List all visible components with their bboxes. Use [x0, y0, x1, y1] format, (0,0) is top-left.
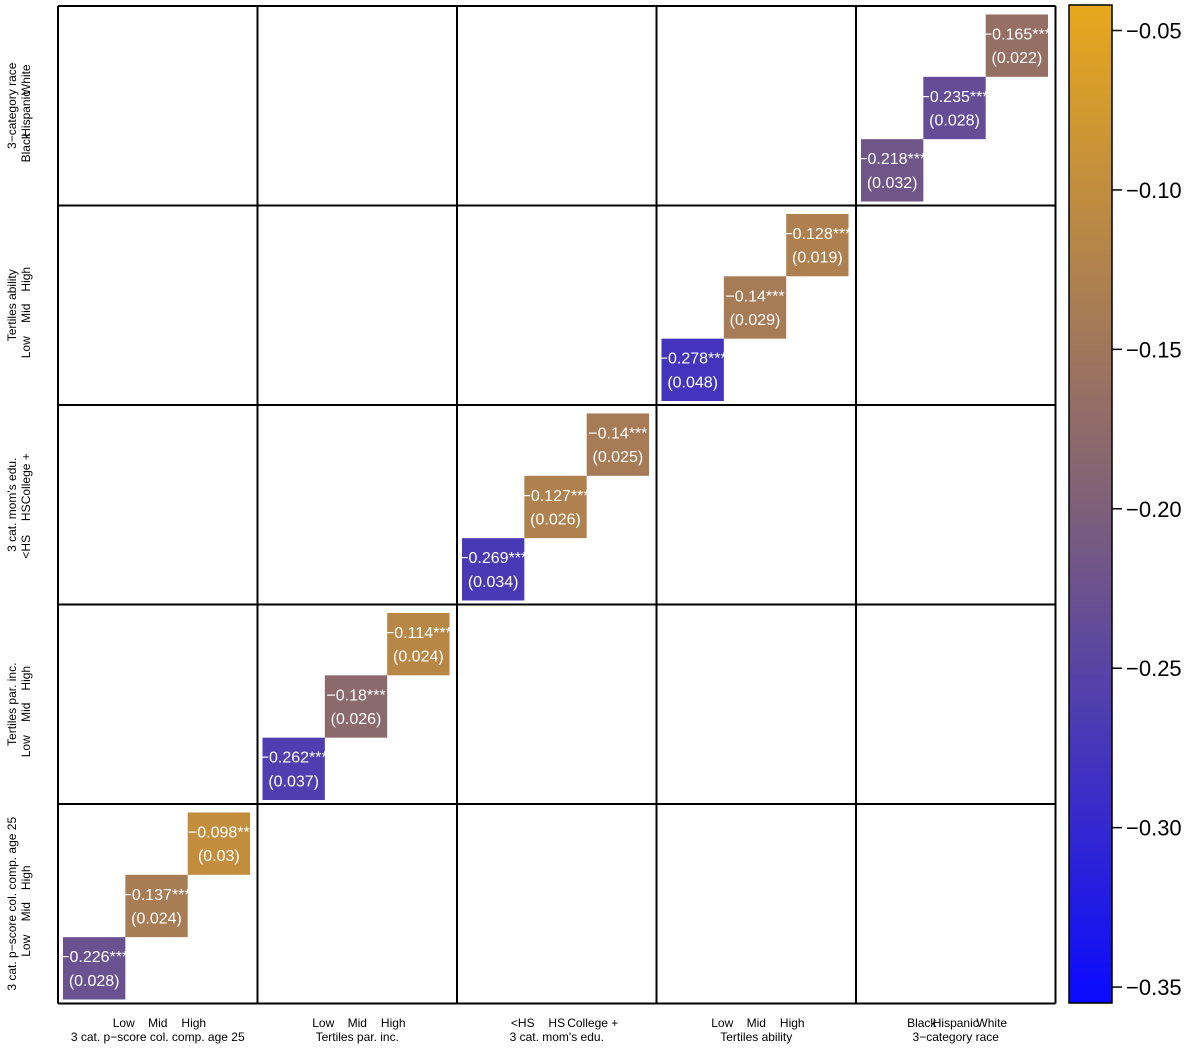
x-tick-label: HS: [548, 1016, 565, 1030]
y-group-label: 3 cat. p−score col. comp. age 25: [5, 817, 19, 991]
heatmap-cell: [786, 213, 849, 277]
cell-se-label: (0.024): [131, 910, 182, 927]
heatmap-cell: [462, 538, 525, 601]
colorbar-tick-label: −0.35: [1126, 975, 1182, 1000]
cell-se-label: (0.034): [468, 574, 519, 591]
cell-se-label: (0.03): [198, 848, 240, 865]
y-tick-label: Low: [19, 934, 33, 956]
cell-se-label: (0.026): [530, 511, 581, 528]
cell-se-label: (0.019): [792, 250, 843, 267]
x-group-label: 3 cat. mom's edu.: [510, 1030, 604, 1044]
y-tick-label: Black: [19, 132, 33, 162]
heatmap-cell: [125, 874, 188, 938]
heatmap-cell: [187, 812, 251, 875]
cell-value-label: −0.127***: [521, 488, 589, 505]
x-tick-label: High: [381, 1016, 406, 1030]
heatmap-cell: [723, 276, 787, 339]
colorbar-tick-label: −0.20: [1126, 497, 1182, 522]
cell-value-label: −0.14***: [588, 425, 647, 442]
y-tick-label: Mid: [19, 304, 33, 323]
colorbar: [1068, 4, 1113, 1004]
colorbar-tick-label: −0.15: [1126, 337, 1182, 362]
cell-value-label: −0.14***: [725, 288, 784, 305]
cell-se-label: (0.048): [667, 374, 718, 391]
x-tick-label: Low: [312, 1016, 334, 1030]
cell-value-label: −0.218***: [858, 151, 926, 168]
y-tick-label: Mid: [19, 703, 33, 722]
cell-se-label: (0.026): [331, 711, 382, 728]
cell-se-label: (0.032): [867, 175, 918, 192]
heatmap-cell: [387, 612, 450, 676]
cell-se-label: (0.029): [730, 312, 781, 329]
x-group-label: Tertiles par. inc.: [316, 1030, 399, 1044]
cell-se-label: (0.024): [393, 649, 444, 666]
y-group-label: Tertiles par. inc.: [5, 663, 19, 746]
cell-se-label: (0.028): [69, 973, 120, 990]
x-tick-label: High: [181, 1016, 206, 1030]
cell-value-label: −0.18***: [326, 687, 385, 704]
cell-se-label: (0.037): [268, 773, 319, 790]
x-tick-label: Hispanic: [933, 1016, 979, 1030]
cell-se-label: (0.025): [593, 449, 644, 466]
heatmap-cell: [661, 338, 724, 401]
y-tick-label: Hispanic: [19, 91, 33, 137]
x-tick-label: High: [780, 1016, 805, 1030]
cell-value-label: −0.098**: [188, 824, 250, 841]
heatmap-cell: [262, 737, 325, 800]
cell-value-label: −0.165***: [983, 26, 1051, 43]
colorbar-tick-label: −0.25: [1126, 656, 1182, 681]
y-tick-label: HS: [19, 504, 33, 521]
colorbar-tick-label: −0.05: [1126, 19, 1182, 44]
x-tick-label: Low: [113, 1016, 135, 1030]
heatmap-cell: [923, 76, 986, 140]
cell-se-label: (0.022): [992, 50, 1043, 67]
x-tick-label: Mid: [148, 1016, 167, 1030]
y-tick-label: White: [19, 64, 33, 95]
y-tick-label: <HS: [19, 535, 33, 559]
y-tick-label: High: [19, 267, 33, 292]
y-group-label: Tertiles ability: [5, 269, 19, 341]
cell-value-label: −0.262***: [260, 750, 328, 767]
cell-value-label: −0.137***: [122, 887, 190, 904]
x-group-label: Tertiles ability: [720, 1030, 792, 1044]
x-tick-label: Mid: [348, 1016, 367, 1030]
x-tick-label: <HS: [511, 1016, 535, 1030]
heatmap-cell: [524, 475, 587, 539]
y-group-label: 3 cat. mom's edu.: [5, 458, 19, 552]
y-tick-label: Low: [19, 735, 33, 757]
y-tick-label: Low: [19, 336, 33, 358]
cell-value-label: −0.269***: [459, 550, 527, 567]
heatmap-cell: [324, 675, 388, 738]
y-group-label: 3−category race: [5, 62, 19, 149]
x-tick-label: White: [976, 1016, 1007, 1030]
heatmap-cell: [861, 139, 924, 202]
x-tick-label: Black: [907, 1016, 937, 1030]
cell-value-label: −0.235***: [920, 89, 988, 106]
x-group-label: 3−category race: [913, 1030, 1000, 1044]
x-tick-label: College +: [567, 1016, 618, 1030]
y-tick-label: High: [19, 865, 33, 890]
cell-value-label: −0.128***: [783, 226, 851, 243]
cell-value-label: −0.226***: [60, 949, 128, 966]
x-tick-label: Mid: [747, 1016, 766, 1030]
heatmap-cell: [586, 413, 650, 476]
cell-value-label: −0.278***: [659, 351, 727, 368]
heatmap-cell: [985, 14, 1049, 77]
cell-value-label: −0.114***: [385, 625, 452, 642]
heatmap-cell: [63, 937, 126, 1000]
y-tick-label: College +: [19, 453, 33, 504]
x-group-label: 3 cat. p−score col. comp. age 25: [71, 1030, 245, 1044]
y-tick-label: Mid: [19, 902, 33, 921]
colorbar-tick-label: −0.30: [1126, 816, 1182, 841]
y-tick-label: High: [19, 666, 33, 691]
cell-se-label: (0.028): [929, 112, 980, 129]
x-tick-label: Low: [711, 1016, 733, 1030]
colorbar-tick-label: −0.10: [1126, 178, 1182, 203]
